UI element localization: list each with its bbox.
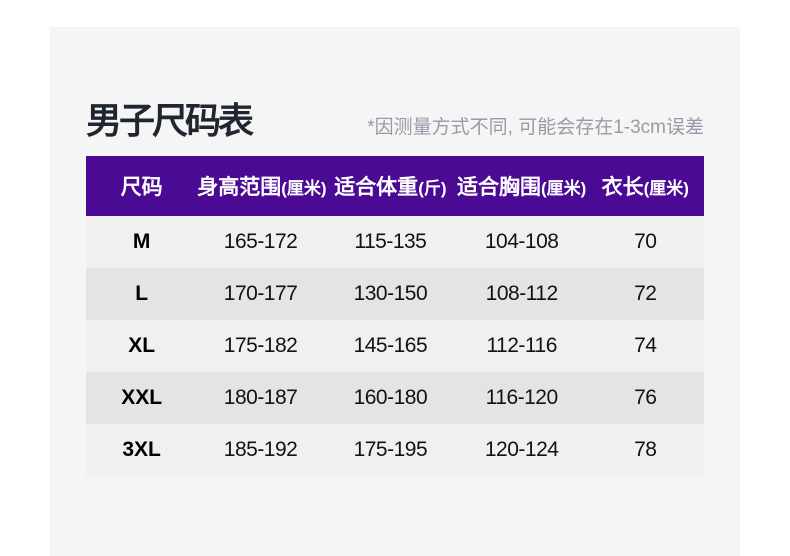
column-header-chest-unit: (厘米) (541, 179, 587, 198)
height-range-cell: 180-187 (223, 386, 298, 409)
table-row-m: M 165-172 115-135 104-108 70 (86, 216, 704, 268)
size-chart-panel: 男子尺码表 *因测量方式不同, 可能会存在1-3cm误差 尺码 身高范围(厘米)… (50, 27, 740, 556)
weight-range-cell: 130-150 (353, 282, 428, 305)
column-header-height-label: 身高范围 (197, 176, 282, 199)
weight-range-cell: 175-195 (353, 438, 428, 461)
chest-range-cell: 112-116 (486, 334, 557, 357)
weight-range-cell: 115-135 (354, 230, 427, 253)
garment-length-cell: 78 (634, 438, 657, 461)
size-cell: XXL (121, 386, 163, 409)
table-row-xxl: XXL 180-187 160-180 116-120 76 (86, 372, 704, 424)
height-range-cell: 185-192 (223, 438, 298, 461)
column-header-weight-label: 适合体重 (334, 176, 419, 199)
column-header-height-unit: (厘米) (281, 179, 327, 198)
measurement-disclaimer: *因测量方式不同, 可能会存在1-3cm误差 (367, 117, 704, 138)
weight-range-cell: 160-180 (353, 386, 428, 409)
column-header-size-label: 尺码 (120, 176, 163, 199)
column-header-length: 衣长(厘米) (587, 171, 704, 201)
height-range-cell: 165-172 (223, 230, 298, 253)
table-header-row: 尺码 身高范围(厘米) 适合体重(斤) 适合胸围(厘米) 衣长(厘米) (86, 156, 704, 216)
garment-length-cell: 72 (634, 282, 657, 305)
weight-range-cell: 145-165 (353, 334, 428, 357)
table-row-3xl: 3XL 185-192 175-195 120-124 78 (86, 424, 704, 476)
column-header-weight-unit: (斤) (418, 179, 447, 198)
size-cell: M (132, 230, 151, 253)
size-cell: L (135, 282, 149, 305)
height-range-cell: 170-177 (223, 282, 298, 305)
size-chart-content: 男子尺码表 *因测量方式不同, 可能会存在1-3cm误差 尺码 身高范围(厘米)… (86, 27, 704, 476)
height-range-cell: 175-182 (223, 334, 298, 357)
chest-range-cell: 116-120 (485, 386, 559, 409)
page-title: 男子尺码表 (86, 100, 254, 141)
column-header-size: 尺码 (86, 171, 197, 201)
garment-length-cell: 74 (634, 334, 657, 357)
column-header-chest: 适合胸围(厘米) (457, 171, 587, 201)
column-header-chest-label: 适合胸围 (457, 176, 541, 199)
column-header-height: 身高范围(厘米) (197, 171, 327, 201)
table-row-l: L 170-177 130-150 108-112 72 (86, 268, 704, 320)
size-cell: XL (128, 334, 156, 357)
chest-range-cell: 120-124 (484, 438, 559, 461)
column-header-weight: 适合体重(斤) (324, 171, 457, 201)
chest-range-cell: 104-108 (484, 230, 559, 253)
column-header-length-unit: (厘米) (643, 179, 689, 198)
size-table: 尺码 身高范围(厘米) 适合体重(斤) 适合胸围(厘米) 衣长(厘米) M 16… (86, 156, 704, 476)
chest-range-cell: 108-112 (485, 282, 559, 305)
title-row: 男子尺码表 *因测量方式不同, 可能会存在1-3cm误差 (86, 101, 704, 141)
garment-length-cell: 70 (634, 230, 657, 253)
column-header-length-label: 衣长 (601, 176, 644, 199)
garment-length-cell: 76 (634, 386, 657, 409)
table-row-xl: XL 175-182 145-165 112-116 74 (86, 320, 704, 372)
size-cell: 3XL (122, 438, 161, 461)
